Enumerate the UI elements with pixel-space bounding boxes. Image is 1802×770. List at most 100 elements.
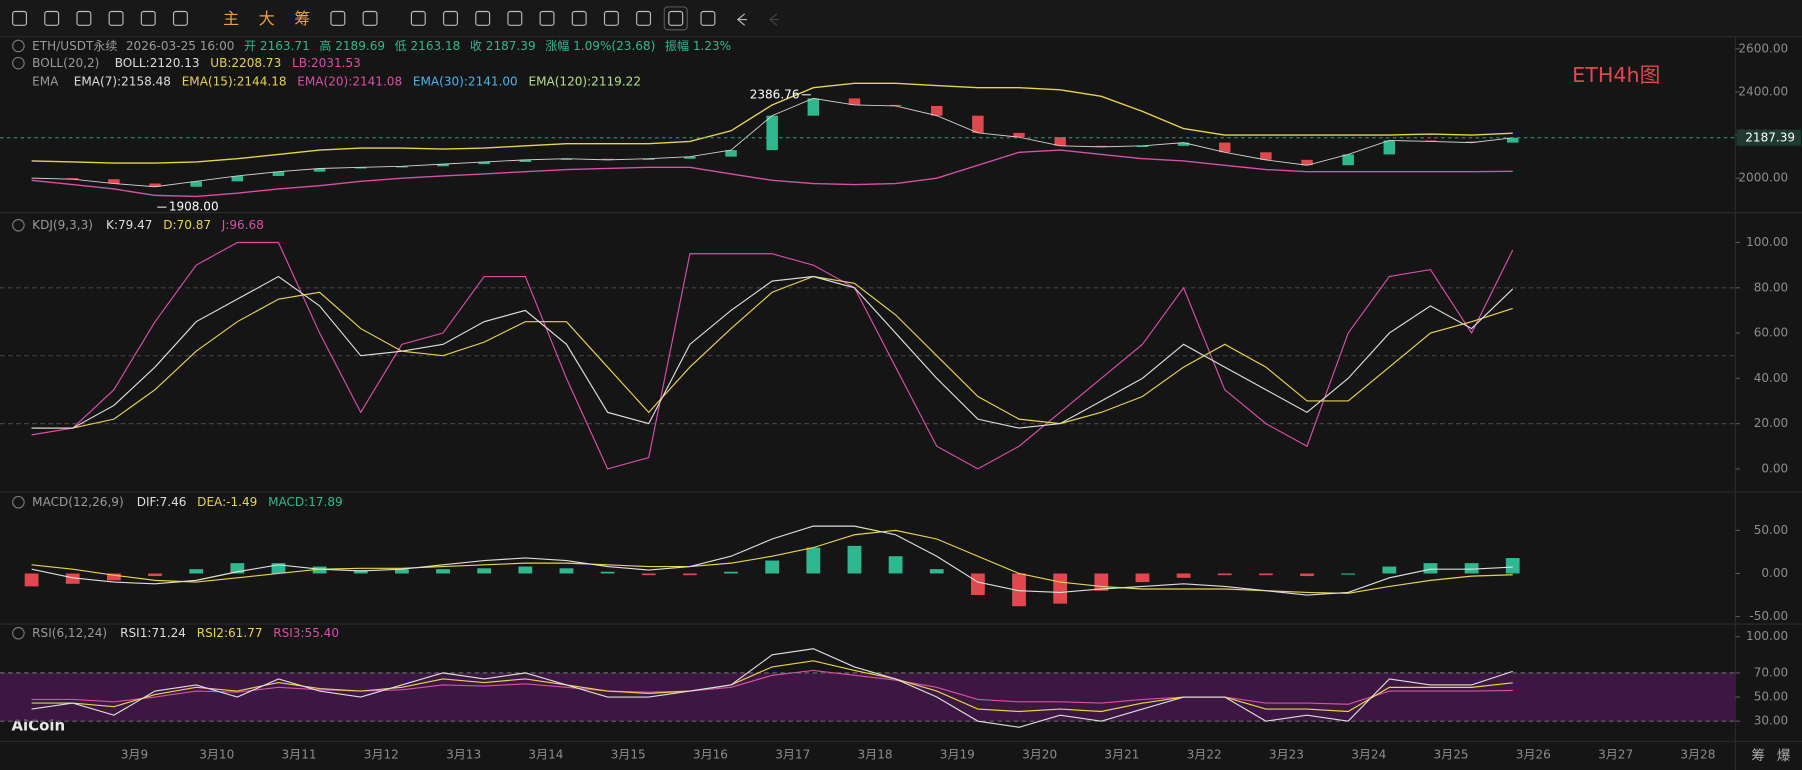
indicator-value: J:96.68 [221,218,264,232]
candle [1383,140,1396,155]
x-tick-label: 3月14 [528,748,563,762]
x-tick-label: 3月18 [858,748,893,762]
toolbar-icon[interactable] [571,10,587,26]
macd-bar [1053,573,1068,604]
macd-bar [1505,558,1520,574]
kdj-d [31,275,1513,429]
toolbar-icon[interactable] [12,10,28,26]
macd-bar [765,560,780,574]
macd-bar [1341,573,1356,575]
macd-bar [148,573,162,577]
macd-bar [1012,573,1026,607]
candle [930,105,943,116]
amplitude: 振幅 1.23% [665,37,731,52]
close: 收 2187.39 [470,38,536,52]
toolbar-icon[interactable] [44,10,60,26]
x-tick-label: 3月15 [611,748,646,762]
boll-upper [31,82,1513,164]
x-tick-label: 3月10 [199,748,234,762]
toolbar-icon[interactable] [362,10,378,26]
macd-bar [24,573,39,587]
candle [478,161,490,165]
watermark: ETH4h图 [1572,63,1660,87]
toolbar-icon[interactable] [410,10,426,26]
toolbar-icon[interactable] [736,13,748,26]
macd-bar [1464,563,1479,574]
candle [889,104,902,107]
macd-bar [1423,563,1438,574]
y-tick-label: 60.00 [1754,326,1789,340]
indicator-value: RSI3:55.40 [273,626,339,640]
candle [766,115,778,151]
indicator-value: UB:2208.73 [210,56,281,70]
toolbar-icon[interactable] [108,10,124,26]
indicator-value: EMA(120):2119.22 [528,74,641,88]
low-label: 1908.00 [169,200,219,214]
legend-row: ETH/USDT永续 2026-03-25 16:00 开 2163.71 高 … [32,37,731,52]
y-tick-label: 80.00 [1754,280,1789,294]
toolbar-icon[interactable] [539,10,555,26]
candle [1177,142,1190,146]
toolbar-active[interactable] [663,6,688,31]
macd-bar [477,568,492,574]
toolbar-button[interactable]: 筹 [294,9,310,28]
indicator-value: EMA(30):2141.00 [413,74,518,88]
indicator-value: EMA(20):2141.08 [297,74,402,88]
toolbar-icon[interactable] [636,10,652,26]
candle [1424,140,1437,142]
toolbar-icon[interactable] [700,10,716,26]
y-tick-label: 2600.00 [1738,41,1788,55]
collapse-icon[interactable] [12,218,25,232]
high: 高 2189.69 [319,37,385,52]
macd-bar [1382,566,1397,574]
macd-bar [806,547,821,574]
toolbar-icon[interactable] [172,10,188,26]
boll-lower [31,149,1513,198]
toolbar-icon[interactable] [140,10,156,26]
indicator-value: D:70.87 [163,218,211,232]
macd-bar [65,573,80,584]
candle [149,183,161,187]
indicator-value: MACD:17.89 [268,495,343,509]
toolbar-icon[interactable] [769,13,780,26]
datetime: 2026-03-25 16:00 [126,38,235,52]
toolbar-icon[interactable] [668,10,684,26]
kdj-j [31,241,1514,470]
legend-row: EMA EMA(7):2158.48 EMA(15):2144.18 EMA(2… [32,74,641,88]
x-tick-label: 3月16 [693,748,728,762]
collapse-icon[interactable] [12,626,25,640]
indicator-name: KDJ(9,3,3) [32,218,93,232]
toolbar-icon[interactable] [507,10,523,26]
corner-button[interactable]: 爆 [1777,748,1791,764]
candle [725,150,737,157]
toolbar-icon[interactable] [330,10,346,26]
candle [560,158,573,160]
y-tick-label: 100.00 [1746,235,1788,249]
indicator-name: MACD(12,26,9) [32,495,124,509]
candle [108,179,120,184]
macd-bar [724,571,738,574]
indicator-value: RSI1:71.24 [120,626,186,640]
toolbar-button[interactable]: 主 [223,9,239,28]
toolbar-icon[interactable] [443,10,458,26]
collapse-icon[interactable] [12,495,25,509]
x-tick-label: 3月26 [1516,748,1551,762]
toolbar-icon[interactable] [76,10,92,26]
candle [601,158,614,160]
toolbar-icon[interactable] [603,10,619,26]
candle [396,166,408,168]
indicator-value: RSI2:61.77 [197,626,263,640]
indicator-name: BOLL(20,2) [32,56,99,70]
candle [1013,132,1025,138]
indicator-value: LB:2031.53 [292,56,361,70]
collapse-icon[interactable] [12,39,25,53]
collapse-icon[interactable] [12,56,25,70]
indicator-value: K:79.47 [106,218,152,232]
toolbar-button[interactable]: 大 [259,9,275,28]
rsi1 [31,648,1513,728]
toolbar-icon[interactable] [475,10,491,26]
macd-bar [888,556,903,574]
corner-button[interactable]: 筹 [1751,747,1765,764]
